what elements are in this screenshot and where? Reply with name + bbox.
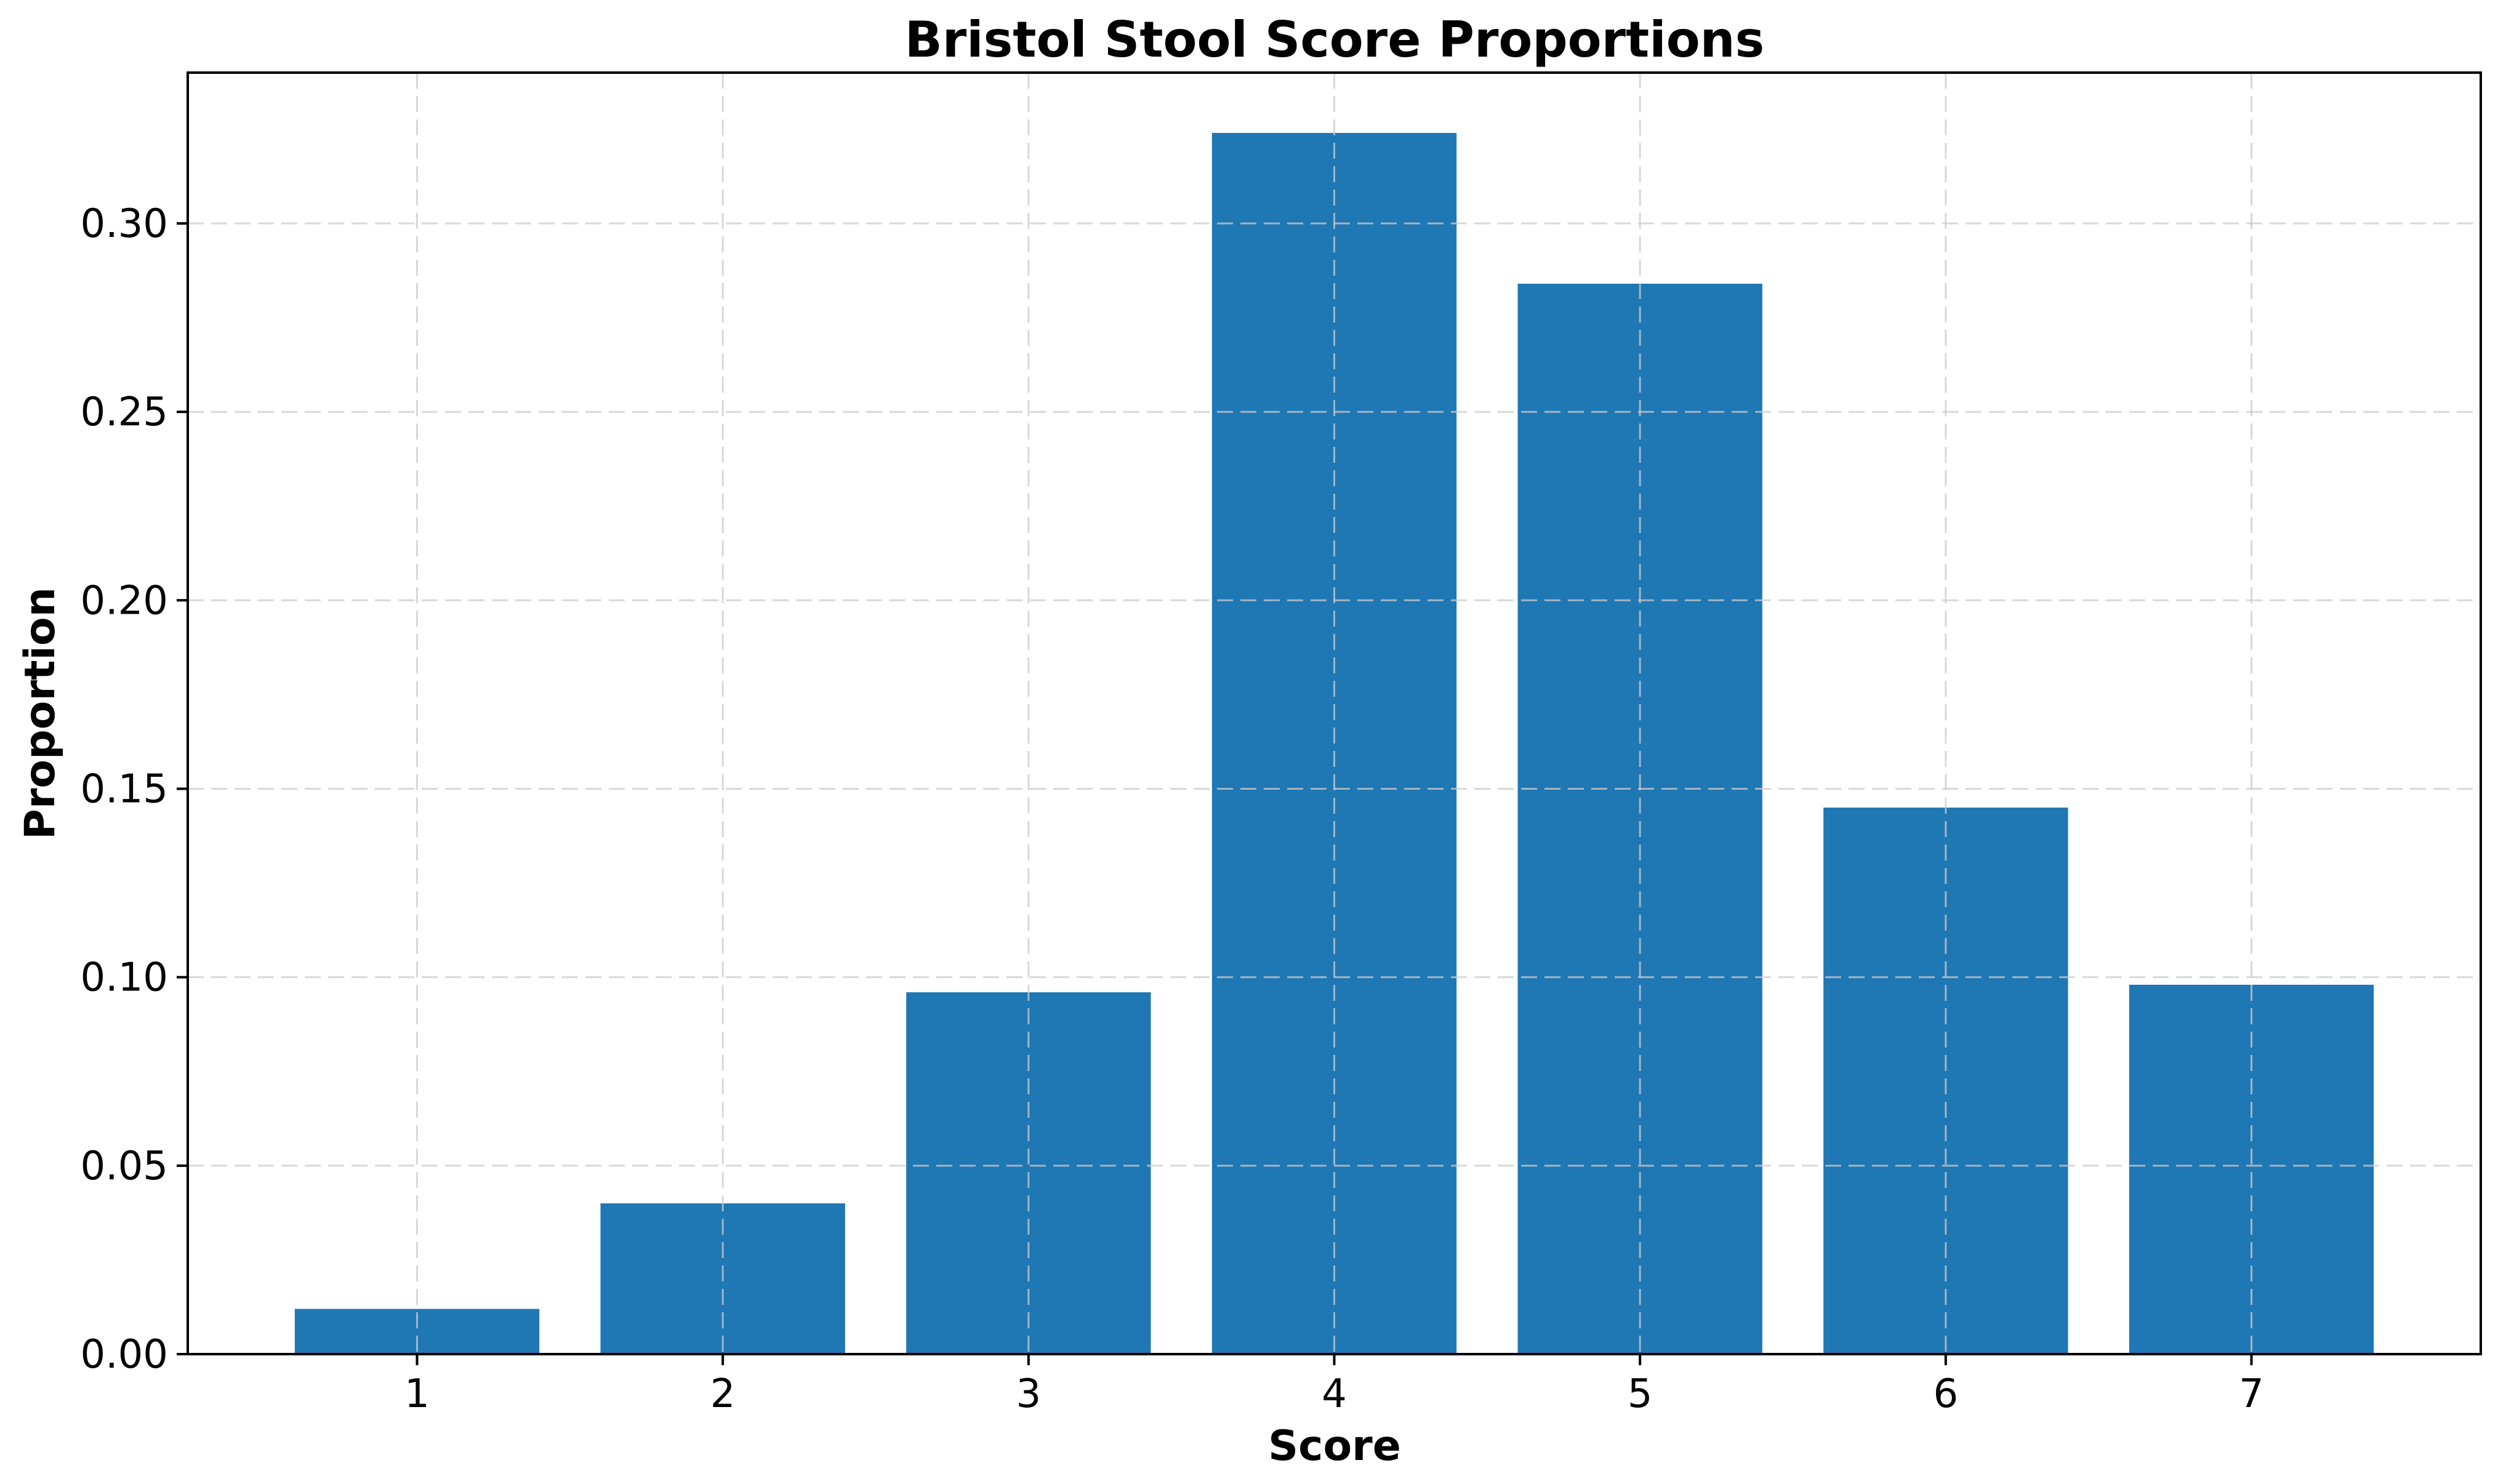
plot-frame	[187, 71, 2482, 1355]
y-tick-label: 0.20	[81, 578, 169, 624]
y-tick-label: 0.10	[81, 955, 169, 1001]
y-axis-title: Proportion	[16, 587, 65, 840]
y-tick-label: 0.00	[81, 1332, 169, 1378]
x-tick-label: 2	[710, 1371, 736, 1417]
x-tick-label: 4	[1322, 1371, 1347, 1417]
y-axis-ticks: 0.00 0.05 0.10 0.15 0.20 0.25 0.30	[81, 201, 188, 1378]
x-axis-title: Score	[1268, 1422, 1401, 1470]
x-tick-label: 7	[2239, 1371, 2264, 1417]
x-tick-label: 6	[1933, 1371, 1958, 1417]
x-tick-label: 5	[1628, 1371, 1653, 1417]
y-tick-label: 0.30	[81, 201, 169, 247]
y-tick-label: 0.05	[81, 1144, 169, 1189]
x-tick-label: 1	[404, 1371, 430, 1417]
y-tick-label: 0.15	[81, 766, 169, 812]
x-axis-ticks: 1 2 3 4 5 6 7	[404, 1354, 2264, 1417]
chart-title: Bristol Stool Score Proportions	[905, 11, 1764, 68]
x-tick-label: 3	[1016, 1371, 1041, 1417]
bar-score-5	[1517, 283, 1762, 1355]
y-tick-label: 0.25	[81, 390, 169, 435]
